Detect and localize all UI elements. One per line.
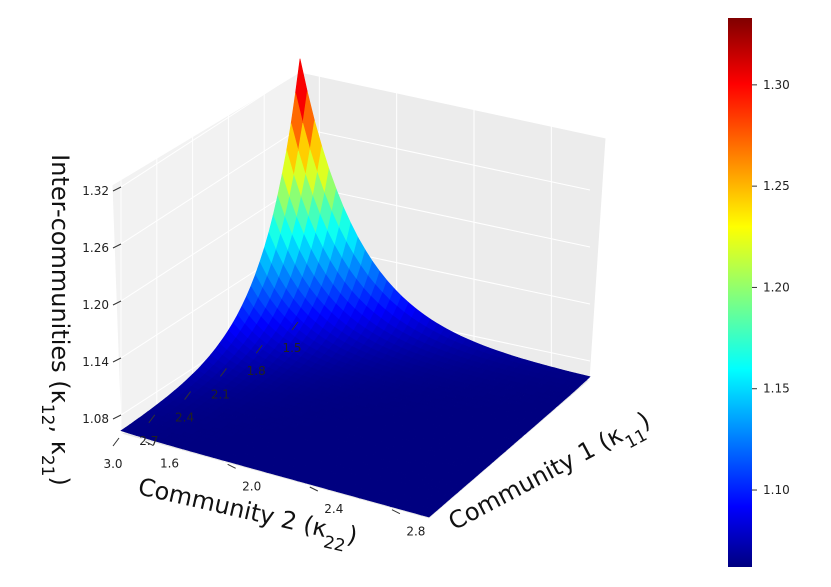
z-tick-label: 1.26 — [82, 241, 109, 255]
x-tick-label: 2.0 — [242, 479, 261, 493]
y-tick-mark — [219, 368, 227, 377]
z-tick-mark — [112, 357, 122, 363]
z-axis-label: Inter-communities (κ12, κ21) — [37, 154, 74, 486]
colorbar-ticks: 1.10 1.15 1.20 1.25 1.30 — [752, 78, 790, 497]
y-tick-mark — [255, 344, 263, 354]
colorbar-tick-label: 1.20 — [763, 280, 790, 294]
y-tick-label: 2.1 — [211, 387, 230, 401]
y-tick-mark — [291, 321, 299, 331]
y-tick-label: 1.5 — [282, 341, 301, 355]
x-tick-mark — [309, 486, 319, 492]
z-tick-mark — [112, 300, 122, 306]
z-tick-mark — [112, 243, 122, 249]
y-tick-label: 2.7 — [139, 434, 158, 448]
colorbar-tick-label: 1.25 — [763, 179, 790, 193]
z-tick-label: 1.08 — [82, 412, 109, 426]
y-tick-label: 1.8 — [247, 364, 266, 378]
floor-grid-y-5 — [120, 433, 430, 520]
x-tick-mark — [227, 463, 236, 469]
z-tick-label: 1.20 — [82, 298, 109, 312]
x-tick-label: 2.4 — [324, 502, 343, 516]
colorbar-tick-label: 1.15 — [763, 382, 790, 396]
x-tick-label: 1.6 — [160, 457, 179, 471]
z-tick-mark — [112, 414, 122, 420]
y-tick-mark — [148, 414, 156, 424]
y-tick-label: 2.4 — [175, 411, 194, 425]
x-tick-mark — [145, 441, 154, 447]
y-tick-label: 3.0 — [103, 457, 122, 471]
colorbar-tick-label: 1.30 — [763, 78, 790, 92]
x-tick-mark — [391, 509, 401, 515]
colorbar-gradient — [728, 18, 752, 567]
x-tick-label: 2.8 — [406, 525, 425, 539]
surface-patch — [420, 511, 434, 518]
surface-plot — [120, 58, 591, 518]
colorbar-tick-label: 1.10 — [763, 483, 790, 497]
y-tick-mark — [112, 437, 120, 447]
z-tick-mark — [112, 186, 122, 192]
colorbar: 1.10 1.15 1.20 1.25 1.30 — [728, 18, 790, 567]
z-tick-label: 1.14 — [82, 355, 109, 369]
z-tick-label: 1.32 — [82, 184, 109, 198]
y-tick-mark — [184, 391, 192, 400]
axis-ticks: 1.6 2.0 2.4 2.8 1.5 1.8 2.1 2.4 2.7 3.0 1.08 1.14 1.… — [82, 184, 425, 539]
